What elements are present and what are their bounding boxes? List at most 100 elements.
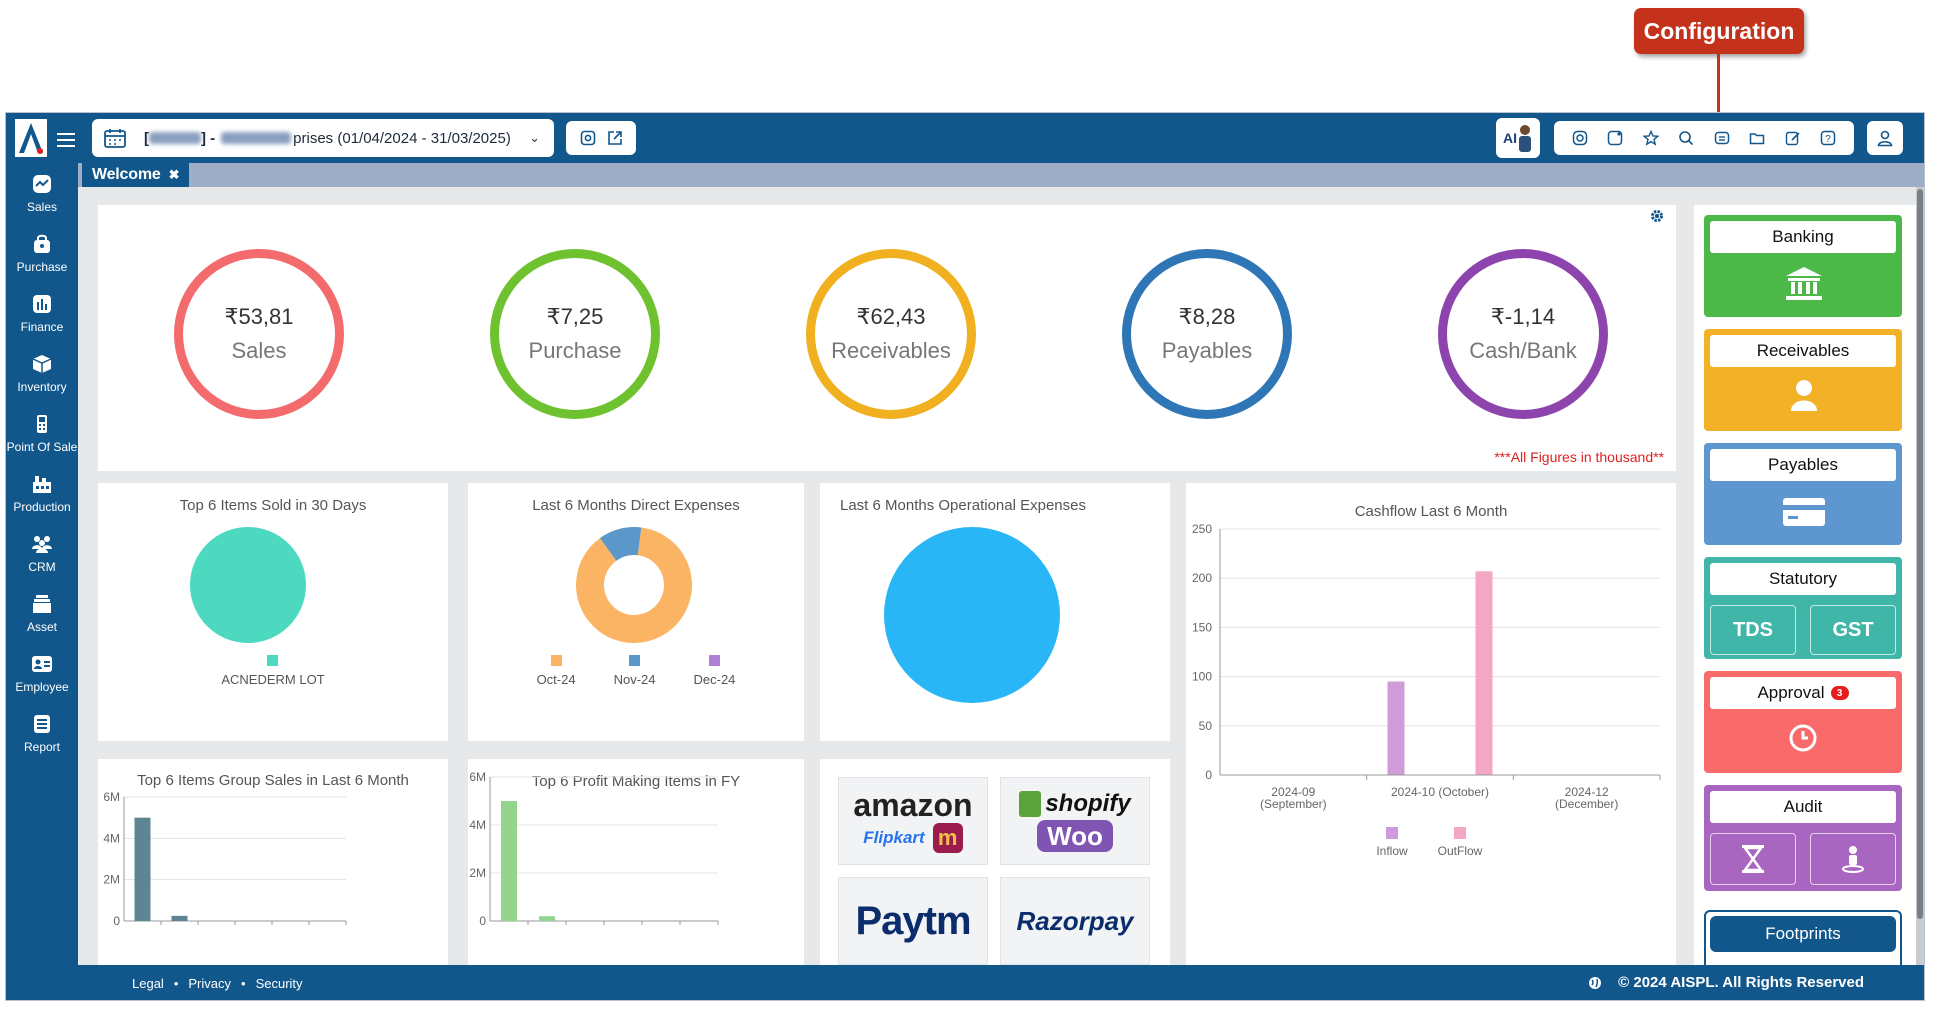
legend-label[interactable]: OutFlow [1438, 844, 1483, 858]
refresh-icon[interactable] [1606, 129, 1624, 147]
help-icon[interactable]: ? [1819, 129, 1837, 147]
menu-toggle-icon[interactable] [57, 133, 75, 147]
kpi-payables[interactable]: ₹8,28 Payables [1122, 249, 1292, 419]
y-tick-label: 0 [113, 914, 120, 928]
ai-assistant-button[interactable]: AI [1496, 118, 1540, 158]
tab-strip: Welcome ✖ [78, 163, 1924, 187]
tds-button[interactable]: TDS [1710, 605, 1796, 655]
sidebar-item-crm[interactable]: CRM [6, 523, 78, 583]
sidebar-item-asset[interactable]: Asset [6, 583, 78, 643]
bar[interactable] [501, 801, 517, 921]
user-profile-button[interactable] [1867, 121, 1903, 155]
y-tick-label: 150 [1192, 620, 1212, 634]
gear-icon[interactable] [1650, 209, 1664, 223]
sidebar-item-finance[interactable]: Finance [6, 283, 78, 343]
profit-items-bar-chart[interactable]: 0 2M 4M 6M [468, 759, 804, 965]
inventory-box-icon [31, 353, 53, 375]
globe-icon[interactable] [1588, 976, 1602, 990]
bar[interactable] [134, 817, 151, 921]
clock-icon [1789, 724, 1817, 752]
pie-slice[interactable] [190, 527, 306, 643]
sidebar-item-employee[interactable]: Employee [6, 643, 78, 703]
banking-card[interactable]: Banking [1704, 215, 1902, 317]
footprints-button[interactable]: Footprints [1710, 916, 1896, 952]
donut-slice-1[interactable] [599, 527, 642, 561]
sidebar-item-production[interactable]: Production [6, 463, 78, 523]
scrollbar-thumb[interactable] [1917, 189, 1923, 919]
production-factory-icon [31, 473, 53, 495]
shopify-woo-tile[interactable]: shopify Woo [1000, 777, 1150, 865]
card-title: Last 6 Months Operational Expenses [840, 497, 1086, 514]
y-tick-label: 4M [469, 818, 486, 832]
payables-card[interactable]: Payables [1704, 443, 1902, 545]
kpi-cash-bank[interactable]: ₹-1,14 Cash/Bank [1438, 249, 1608, 419]
legend-item[interactable]: Dec-24 [694, 655, 735, 687]
chart-legend: Oct-24 Nov-24 Dec-24 [468, 655, 804, 687]
folder-icon[interactable] [1748, 129, 1766, 147]
top-items-pie[interactable] [188, 525, 308, 645]
company-period-text: prises (01/04/2024 - 31/03/2025) [293, 129, 511, 147]
search-icon[interactable] [1677, 129, 1695, 147]
x-tick-label: 2024-10 (October) [1391, 785, 1489, 799]
legend-item[interactable]: Nov-24 [614, 655, 656, 687]
close-icon[interactable]: ✖ [168, 167, 180, 182]
audit-history-button[interactable] [1710, 833, 1796, 885]
y-tick-label: 2M [469, 866, 486, 880]
sidebar-item-label: Finance [20, 319, 64, 334]
y-tick-label: 50 [1199, 719, 1213, 733]
audit-user-button[interactable] [1810, 833, 1896, 885]
pie-slice[interactable] [884, 527, 1060, 703]
gst-button[interactable]: GST [1810, 605, 1896, 655]
edit-icon[interactable] [1784, 129, 1802, 147]
direct-expenses-donut[interactable] [574, 525, 694, 645]
paytm-tile[interactable]: Paytm [838, 877, 988, 965]
legal-link[interactable]: Legal [132, 976, 164, 991]
cashflow-bar-chart[interactable]: 0 50 100 150 200 250 2024-09(September) 2024-10… [1186, 483, 1676, 965]
top-items-card: Top 6 Items Sold in 30 Days ACNEDERM LOT [98, 483, 448, 741]
kpi-purchase[interactable]: ₹7,25 Purchase [490, 249, 660, 419]
instagram-icon[interactable] [1571, 129, 1589, 147]
sidebar-item-label: Production [13, 499, 71, 514]
company-period-selector[interactable]: [ ] - prises (01/04/2024 - 31/03/2025) ⌄ [92, 119, 554, 157]
legend-item[interactable]: ACNEDERM LOT [221, 655, 325, 687]
legend-item[interactable]: Oct-24 [537, 655, 576, 687]
kpi-value: ₹53,81 [224, 304, 294, 329]
vertical-scrollbar[interactable] [1916, 187, 1924, 965]
star-icon[interactable] [1642, 129, 1660, 147]
operational-expenses-pie[interactable] [882, 525, 1062, 705]
screenshot-icon[interactable] [579, 129, 597, 147]
y-tick-label: 100 [1192, 670, 1212, 684]
bar-outflow[interactable] [1475, 571, 1493, 775]
legend-label: ACNEDERM LOT [221, 672, 325, 687]
footer-bar: Legal • Privacy • Security © 2024 AISPL.… [78, 965, 1924, 1000]
sidebar-item-purchase[interactable]: Purchase [6, 223, 78, 283]
purchase-bag-icon [31, 233, 53, 255]
group-sales-bar-chart[interactable]: 0 2M 4M 6M [98, 759, 448, 965]
privacy-link[interactable]: Privacy [188, 976, 231, 991]
kpi-sales[interactable]: ₹53,81 Sales [174, 249, 344, 419]
approval-card[interactable]: Approval 3 [1704, 671, 1902, 773]
bar[interactable] [171, 915, 188, 921]
sidebar-item-sales[interactable]: Sales [6, 163, 78, 223]
sidebar-item-inventory[interactable]: Inventory [6, 343, 78, 403]
app-logo[interactable] [13, 119, 83, 159]
donut-slice-0[interactable] [576, 527, 692, 643]
open-external-icon[interactable] [606, 129, 624, 147]
kpi-receivables[interactable]: ₹62,43 Receivables [806, 249, 976, 419]
sidebar-item-report[interactable]: Report [6, 703, 78, 763]
sidebar-item-point-of-sale[interactable]: Point Of Sale [6, 403, 78, 463]
security-link[interactable]: Security [255, 976, 303, 991]
bar-inflow[interactable] [1387, 681, 1405, 775]
razorpay-tile[interactable]: Razorpay [1000, 877, 1150, 965]
bar[interactable] [539, 916, 555, 921]
copyright-text: © 2024 AISPL. All Rights Reserved [1618, 974, 1864, 991]
configuration-icon[interactable] [1713, 129, 1731, 147]
bank-icon [1786, 267, 1822, 300]
amazon-flipkart-tile[interactable]: amazon Flipkart m [838, 777, 988, 865]
legend-label[interactable]: Inflow [1376, 844, 1408, 858]
receivables-title: Receivables [1710, 335, 1896, 367]
redacted-code [149, 132, 201, 144]
receivables-card[interactable]: Receivables [1704, 329, 1902, 431]
tab-welcome[interactable]: Welcome ✖ [82, 163, 190, 187]
employee-card-icon [31, 653, 53, 675]
